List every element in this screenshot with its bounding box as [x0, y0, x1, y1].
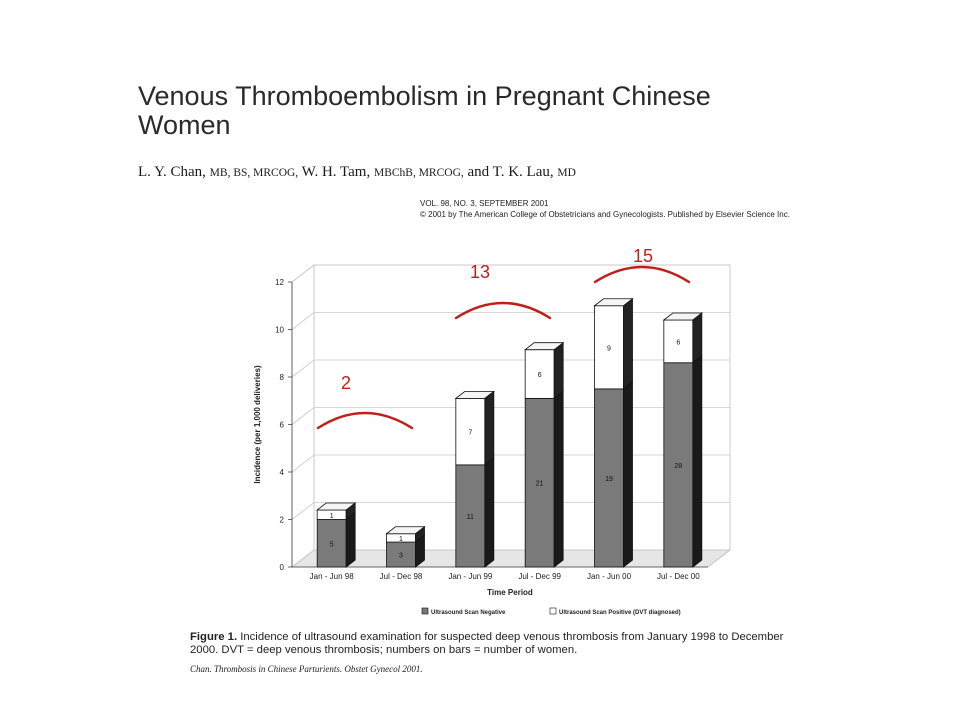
bar-value-label: 7	[468, 430, 472, 437]
bar-top-cap	[385, 526, 426, 535]
journal-copyright: © 2001 by The American College of Obstet…	[420, 210, 790, 219]
bar-value-label: 21	[536, 481, 544, 488]
annotation-bracket	[454, 301, 552, 320]
y-tick-label: 0	[280, 563, 285, 572]
y-tick-label: 10	[275, 326, 284, 335]
gridline	[291, 502, 730, 520]
bar-segment	[594, 305, 624, 390]
gridline	[291, 407, 730, 425]
bar-segment-side	[623, 381, 633, 568]
legend-swatch	[549, 607, 557, 615]
legend-label: Ultrasound Scan Negative	[431, 610, 506, 616]
x-tick-label: Jan - Jun 00	[587, 572, 632, 581]
bar-top-cap	[662, 312, 703, 321]
bar-segment	[455, 464, 486, 568]
annotation-label: 13	[470, 262, 490, 282]
bar-value-label: 3	[399, 553, 403, 560]
bar-top-cap	[316, 502, 357, 511]
y-tick-label: 2	[280, 516, 285, 525]
bar-value-label: 1	[399, 536, 403, 543]
bar-value-label: 9	[607, 345, 611, 352]
bar-segment-side	[623, 297, 633, 390]
bar-segment	[386, 541, 416, 568]
gridline	[291, 454, 730, 473]
bar-value-label: 6	[538, 372, 542, 379]
bar-segment-side	[692, 354, 703, 568]
bar-value-label: 1	[330, 513, 334, 520]
y-tick-label: 12	[275, 278, 284, 287]
annotation-bracket	[593, 265, 691, 284]
bar-value-label: 6	[676, 339, 680, 346]
journal-info: VOL. 98, NO. 3, SEPTEMBER 2001 © 2001 by…	[420, 198, 790, 220]
author-line: L. Y. Chan, MB, BS, MRCOG, W. H. Tam, MB…	[138, 164, 576, 181]
bar-value-label: 28	[674, 463, 682, 470]
x-axis-label: Time Period	[487, 588, 533, 597]
author-degrees: MD	[557, 167, 576, 179]
gridline	[291, 312, 730, 330]
y-tick-label: 8	[280, 373, 285, 382]
y-tick-label: 6	[280, 421, 285, 430]
bar-value-label: 11	[467, 514, 474, 521]
figure-citation: Chan. Thrombosis in Chinese Parturients.…	[190, 664, 423, 674]
bar-segment-side	[553, 341, 564, 400]
legend-swatch	[421, 607, 429, 615]
author-name: L. Y. Chan,	[138, 164, 206, 180]
bar-top-cap	[593, 298, 634, 307]
x-tick-label: Jul - Dec 98	[380, 572, 423, 581]
annotation-label: 2	[341, 373, 351, 393]
annotation-bracket	[316, 411, 414, 430]
figure-caption: Figure 1. Incidence of ultrasound examin…	[190, 631, 810, 657]
x-tick-label: Jul - Dec 00	[657, 572, 700, 581]
legend-label: Ultrasound Scan Positive (DVT diagnosed)	[559, 610, 681, 616]
gridline	[291, 549, 730, 568]
bar-value-label: 5	[330, 541, 334, 548]
bar-segment-side	[692, 312, 703, 364]
bar-top-cap	[524, 342, 565, 351]
annotation-label: 15	[633, 246, 653, 266]
bar-segment-side	[345, 511, 356, 568]
journal-volume: VOL. 98, NO. 3, SEPTEMBER 2001	[420, 199, 549, 208]
figure-label: Figure 1.	[190, 631, 238, 643]
paper-title: Venous Thromboembolism in Pregnant Chine…	[138, 81, 711, 140]
x-tick-label: Jul - Dec 99	[518, 572, 561, 581]
author-name: and T. K. Lau,	[467, 164, 554, 180]
gridline	[291, 264, 730, 283]
x-tick-label: Jan - Jun 99	[448, 572, 493, 581]
bar-segment-side	[484, 390, 495, 466]
author-name: W. H. Tam,	[301, 164, 371, 180]
bar-segment	[316, 519, 347, 568]
bar-top-cap	[454, 390, 495, 399]
author-degrees: MB, BS, MRCOG,	[209, 167, 299, 179]
author-degrees: MBChB, MRCOG,	[373, 167, 464, 179]
y-tick-label: 4	[280, 468, 285, 477]
bar-value-label: 19	[605, 476, 613, 483]
figure-caption-text: Incidence of ultrasound examination for …	[190, 631, 784, 656]
bar-segment	[594, 388, 624, 568]
y-axis-label: Incidence (per 1,000 deliveries)	[253, 365, 262, 484]
x-tick-label: Jan - Jun 98	[310, 572, 355, 581]
bar-segment-side	[484, 457, 495, 568]
bar-segment-side	[553, 390, 564, 568]
gridline	[291, 359, 730, 378]
